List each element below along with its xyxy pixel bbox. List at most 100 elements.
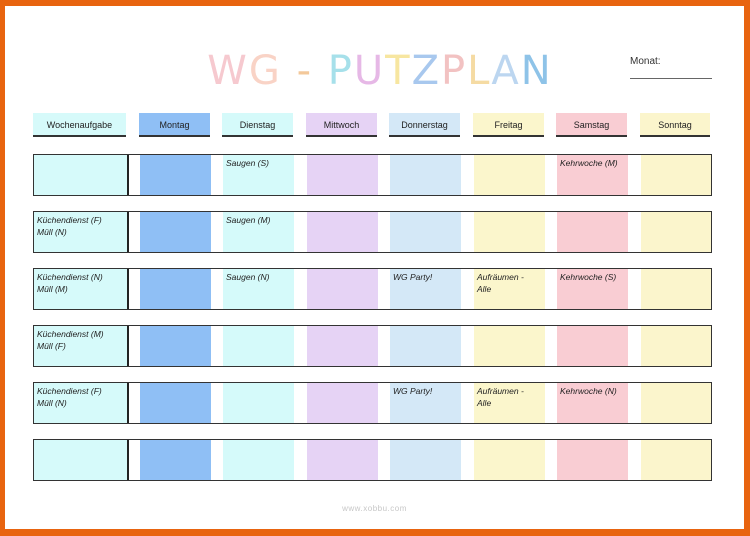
- week-row: [33, 439, 712, 481]
- cell-mittwoch[interactable]: [307, 440, 378, 480]
- title-letter: T: [385, 48, 412, 94]
- column-divider: [127, 212, 129, 252]
- cell-montag[interactable]: [140, 212, 211, 252]
- title-letter: -: [296, 48, 314, 94]
- cell-samstag[interactable]: Kehrwoche (N): [557, 383, 628, 423]
- cell-mittwoch[interactable]: [307, 155, 378, 195]
- week-row: Küchendienst (F) Müll (N) Saugen (M): [33, 211, 712, 253]
- week-row: Küchendienst (N) Müll (M) Saugen (N) WG Par…: [33, 268, 712, 310]
- cell-donnerstag[interactable]: [390, 155, 461, 195]
- planner-page: WG - PUTZPLAN Monat: Wochenaufgabe Montag…: [5, 6, 744, 529]
- title-letter: L: [467, 48, 492, 94]
- header-montag: Montag: [139, 113, 210, 137]
- title-letter: U: [353, 48, 386, 94]
- cell-freitag[interactable]: [474, 212, 545, 252]
- cell-donnerstag[interactable]: [390, 440, 461, 480]
- cell-donnerstag[interactable]: [390, 212, 461, 252]
- cell-dienstag[interactable]: [223, 383, 294, 423]
- month-label: Monat:: [630, 56, 661, 67]
- title-letter: [282, 48, 297, 94]
- footer-watermark: www.xobbu.com: [342, 504, 407, 513]
- cell-dienstag[interactable]: Saugen (N): [223, 269, 294, 309]
- cell-text: Saugen (S): [226, 158, 269, 168]
- header-wochenaufgabe: Wochenaufgabe: [33, 113, 126, 137]
- cell-samstag[interactable]: Kehrwoche (M): [557, 155, 628, 195]
- cell-text: Küchendienst (N): [37, 272, 103, 282]
- cell-text: Alle: [477, 398, 492, 408]
- column-divider: [127, 440, 129, 480]
- cell-dienstag[interactable]: [223, 440, 294, 480]
- cell-sonntag[interactable]: [641, 269, 711, 309]
- cell-sonntag[interactable]: [641, 440, 711, 480]
- cell-wochenaufgabe[interactable]: Küchendienst (F) Müll (N): [34, 383, 127, 423]
- title-letter: A: [491, 48, 521, 94]
- cell-samstag[interactable]: Kehrwoche (S): [557, 269, 628, 309]
- cell-text: Aufräumen -: [477, 386, 524, 396]
- cell-freitag[interactable]: [474, 440, 545, 480]
- cell-text: Küchendienst (F): [37, 386, 102, 396]
- cell-donnerstag[interactable]: WG Party!: [390, 269, 461, 309]
- cell-text: WG Party!: [393, 272, 433, 282]
- week-row: Küchendienst (M) Müll (F): [33, 325, 712, 367]
- cell-text: Alle: [477, 284, 492, 294]
- header-donnerstag: Donnerstag: [389, 113, 460, 137]
- cell-sonntag[interactable]: [641, 326, 711, 366]
- cell-text: Küchendienst (F): [37, 215, 102, 225]
- column-divider: [127, 383, 129, 423]
- title-letter: N: [520, 48, 553, 94]
- cell-freitag[interactable]: [474, 326, 545, 366]
- cell-montag[interactable]: [140, 155, 211, 195]
- cell-dienstag[interactable]: Saugen (S): [223, 155, 294, 195]
- column-divider: [127, 155, 129, 195]
- cell-samstag[interactable]: [557, 326, 628, 366]
- cell-mittwoch[interactable]: [307, 269, 378, 309]
- cell-wochenaufgabe[interactable]: Küchendienst (F) Müll (N): [34, 212, 127, 252]
- cell-montag[interactable]: [140, 326, 211, 366]
- column-divider: [127, 269, 129, 309]
- column-divider: [127, 326, 129, 366]
- page-title: WG - PUTZPLAN: [5, 48, 744, 94]
- cell-samstag[interactable]: [557, 212, 628, 252]
- cell-sonntag[interactable]: [641, 212, 711, 252]
- cell-sonntag[interactable]: [641, 155, 711, 195]
- cell-text: WG Party!: [393, 386, 433, 396]
- cell-mittwoch[interactable]: [307, 383, 378, 423]
- cell-text: Küchendienst (M): [37, 329, 104, 339]
- title-letter: P: [327, 48, 354, 94]
- cell-mittwoch[interactable]: [307, 212, 378, 252]
- cell-wochenaufgabe[interactable]: [34, 440, 127, 480]
- header-samstag: Samstag: [556, 113, 627, 137]
- cell-montag[interactable]: [140, 383, 211, 423]
- header-mittwoch: Mittwoch: [306, 113, 377, 137]
- cell-text: Müll (N): [37, 398, 67, 408]
- cell-donnerstag[interactable]: WG Party!: [390, 383, 461, 423]
- cell-sonntag[interactable]: [641, 383, 711, 423]
- cell-dienstag[interactable]: [223, 326, 294, 366]
- cell-wochenaufgabe[interactable]: Küchendienst (N) Müll (M): [34, 269, 127, 309]
- cell-freitag[interactable]: Aufräumen - Alle: [474, 383, 545, 423]
- cell-freitag[interactable]: [474, 155, 545, 195]
- title-letter: P: [440, 48, 468, 94]
- cell-text: Aufräumen -: [477, 272, 524, 282]
- header-freitag: Freitag: [473, 113, 544, 137]
- month-field[interactable]: [630, 78, 712, 79]
- header-sonntag: Sonntag: [640, 113, 710, 137]
- cell-text: Kehrwoche (S): [560, 272, 617, 282]
- cell-montag[interactable]: [140, 440, 211, 480]
- cell-text: Müll (F): [37, 341, 66, 351]
- cell-mittwoch[interactable]: [307, 326, 378, 366]
- cell-dienstag[interactable]: Saugen (M): [223, 212, 294, 252]
- cell-text: Saugen (M): [226, 215, 271, 225]
- cell-donnerstag[interactable]: [390, 326, 461, 366]
- cell-wochenaufgabe[interactable]: Küchendienst (M) Müll (F): [34, 326, 127, 366]
- title-letter: G: [248, 48, 282, 94]
- cell-montag[interactable]: [140, 269, 211, 309]
- cell-wochenaufgabe[interactable]: [34, 155, 127, 195]
- title-letter: [313, 48, 328, 94]
- cell-text: Kehrwoche (N): [560, 386, 617, 396]
- cell-text: Saugen (N): [226, 272, 270, 282]
- cell-freitag[interactable]: Aufräumen - Alle: [474, 269, 545, 309]
- week-row: Küchendienst (F) Müll (N) WG Party! Aufräum…: [33, 382, 712, 424]
- cell-samstag[interactable]: [557, 440, 628, 480]
- cell-text: Müll (N): [37, 227, 67, 237]
